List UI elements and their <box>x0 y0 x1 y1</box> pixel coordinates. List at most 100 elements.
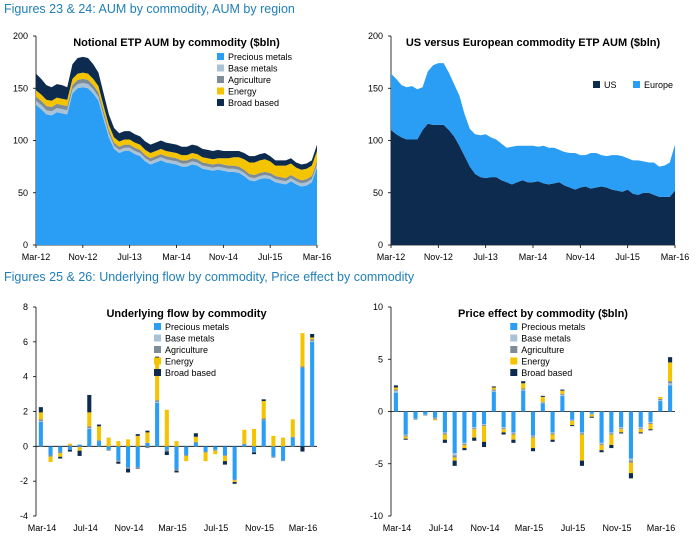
bar-precious-metals <box>251 446 257 452</box>
y-tick-label: -4 <box>20 511 28 521</box>
bar-energy <box>472 429 477 438</box>
bar-precious-metals <box>300 367 305 447</box>
x-tick-label: Nov-14 <box>209 252 238 262</box>
bar-broad-based <box>638 432 643 434</box>
bar-agriculture <box>462 443 467 445</box>
bar-precious-metals <box>393 392 398 412</box>
y-tick-label: 4 <box>23 372 28 382</box>
bar-precious-metals <box>155 402 160 447</box>
bar-broad-based <box>87 394 92 413</box>
legend-label-precious-metals: Precious metals <box>228 52 293 62</box>
legend-swatch-broad-based <box>154 369 162 376</box>
bar-energy <box>145 432 150 443</box>
bar-precious-metals <box>579 411 585 433</box>
bar-base-metals <box>530 435 536 437</box>
bar-broad-based <box>530 448 536 452</box>
bar-base-metals <box>310 340 315 342</box>
chart-title: Price effect by commodity ($bln) <box>458 308 628 320</box>
legend-label-broad-based: Broad based <box>228 98 279 108</box>
bar-agriculture <box>619 428 624 430</box>
x-tick-label: Nov-14 <box>470 523 499 533</box>
x-tick-label: Mar-15 <box>515 523 544 533</box>
legend-label-us: US <box>604 80 617 90</box>
x-tick-label: Mar-15 <box>158 523 187 533</box>
legend-label-agriculture: Agriculture <box>165 345 208 355</box>
legend-swatch-precious-metals <box>510 323 518 330</box>
bar-energy <box>281 437 286 447</box>
bar-broad-based <box>462 448 467 451</box>
bar-broad-based <box>232 482 237 484</box>
x-tick-label: Jul-13 <box>117 252 142 262</box>
bar-broad-based <box>570 425 575 427</box>
bar-agriculture <box>530 436 536 438</box>
y-tick-label: -5 <box>375 459 383 469</box>
bar-energy <box>300 333 305 367</box>
bar-energy <box>501 429 506 433</box>
series-area-energy <box>36 72 317 181</box>
bar-agriculture <box>433 418 438 420</box>
series-area-broad-based <box>36 56 317 170</box>
bar-agriculture <box>77 446 82 448</box>
legend-swatch-precious-metals <box>217 53 224 60</box>
bar-precious-metals <box>193 442 198 447</box>
bar-broad-based <box>135 434 140 436</box>
bar-agriculture <box>579 433 585 435</box>
legend-swatch-europe <box>633 81 640 88</box>
bar-energy <box>193 436 198 442</box>
legend-label-agriculture: Agriculture <box>521 345 564 355</box>
bar-agriculture <box>501 428 506 430</box>
y-tick-label: 0 <box>378 407 383 417</box>
bar-broad-based <box>472 437 477 441</box>
bar-base-metals <box>570 419 575 421</box>
bar-precious-metals <box>540 403 545 412</box>
bar-base-metals <box>648 421 653 423</box>
bar-energy <box>310 337 315 340</box>
bar-precious-metals <box>648 411 653 422</box>
bar-precious-metals <box>628 411 633 459</box>
bar-precious-metals <box>462 411 467 443</box>
bar-precious-metals <box>599 411 604 443</box>
legend-label-base-metals: Base metals <box>228 64 278 74</box>
bar-energy <box>560 390 565 394</box>
bar-base-metals <box>413 418 418 420</box>
y-tick-label: 2 <box>23 407 28 417</box>
bar-energy <box>452 457 457 461</box>
bar-energy <box>462 444 467 449</box>
chart-title: US versus European commodity ETP AUM ($b… <box>406 37 661 49</box>
bar-energy <box>511 434 516 440</box>
bar-agriculture <box>96 440 102 442</box>
bar-precious-metals <box>310 341 315 447</box>
x-tick-label: Mar-14 <box>383 523 412 533</box>
bar-broad-based <box>540 395 545 397</box>
bar-energy <box>589 414 594 417</box>
bar-precious-metals <box>550 411 555 433</box>
bar-base-metals <box>511 432 516 434</box>
bar-energy <box>521 383 526 389</box>
y-tick-label: 0 <box>378 240 383 250</box>
x-tick-label: Nov-15 <box>245 523 274 533</box>
bar-energy <box>126 439 131 447</box>
bar-broad-based <box>609 444 614 449</box>
bar-agriculture <box>290 436 295 438</box>
legend-swatch-broad-based <box>510 369 518 376</box>
y-tick-label: 150 <box>13 83 28 93</box>
legend-label-broad-based: Broad based <box>165 368 216 378</box>
bar-agriculture <box>599 443 604 445</box>
x-tick-label: Mar-14 <box>162 252 191 262</box>
bar-precious-metals <box>481 411 487 425</box>
legend-label-europe: Europe <box>644 80 673 90</box>
bar-energy <box>668 362 673 382</box>
bar-agriculture <box>203 451 208 453</box>
bar-precious-metals <box>442 411 447 433</box>
x-tick-label: Mar-16 <box>647 523 676 533</box>
bar-energy <box>638 429 643 433</box>
bar-broad-based <box>550 439 555 442</box>
bar-precious-metals <box>570 411 575 420</box>
bar-base-metals <box>540 402 545 404</box>
bar-broad-based <box>116 462 121 464</box>
bar-energy <box>403 436 408 439</box>
bar-agriculture <box>442 433 447 435</box>
bar-energy <box>271 435 276 447</box>
bar-agriculture <box>609 433 614 435</box>
